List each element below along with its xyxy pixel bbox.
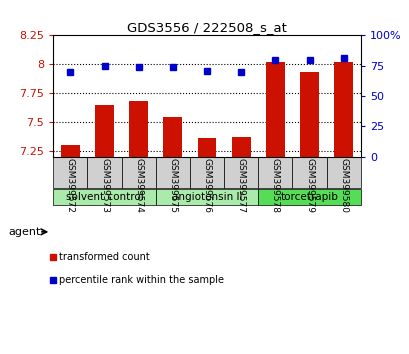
Text: GSM399574: GSM399574 [134, 158, 143, 213]
Bar [231, 137, 250, 157]
Bar [121, 157, 155, 188]
Bar [163, 118, 182, 157]
Bar [87, 157, 121, 188]
Text: angiotensin II: angiotensin II [171, 192, 242, 202]
Title: GDS3556 / 222508_s_at: GDS3556 / 222508_s_at [127, 21, 286, 34]
Bar [53, 157, 87, 188]
Text: agent: agent [8, 227, 40, 237]
Text: GSM399575: GSM399575 [168, 158, 177, 213]
Bar [61, 145, 80, 157]
Bar [265, 62, 284, 157]
Bar [299, 72, 318, 157]
Text: GSM399577: GSM399577 [236, 158, 245, 213]
Bar [155, 157, 189, 188]
Text: percentile rank within the sample: percentile rank within the sample [59, 275, 224, 285]
Bar [129, 101, 148, 157]
Bar [197, 138, 216, 157]
Text: solvent control: solvent control [65, 192, 143, 202]
Text: GSM399572: GSM399572 [66, 158, 75, 213]
Bar [292, 157, 326, 188]
Bar [258, 157, 292, 188]
Text: GSM399573: GSM399573 [100, 158, 109, 213]
Text: GSM399579: GSM399579 [304, 158, 313, 213]
Text: GSM399578: GSM399578 [270, 158, 279, 213]
Bar [189, 157, 224, 188]
Text: transformed count: transformed count [59, 252, 150, 262]
Text: torcetrapib: torcetrapib [280, 192, 338, 202]
Bar [258, 189, 360, 205]
Bar [53, 189, 155, 205]
Bar [155, 189, 258, 205]
Bar [95, 105, 114, 157]
Text: GSM399580: GSM399580 [338, 158, 347, 213]
Bar [224, 157, 258, 188]
Bar [333, 62, 352, 157]
Text: GSM399576: GSM399576 [202, 158, 211, 213]
Bar [326, 157, 360, 188]
